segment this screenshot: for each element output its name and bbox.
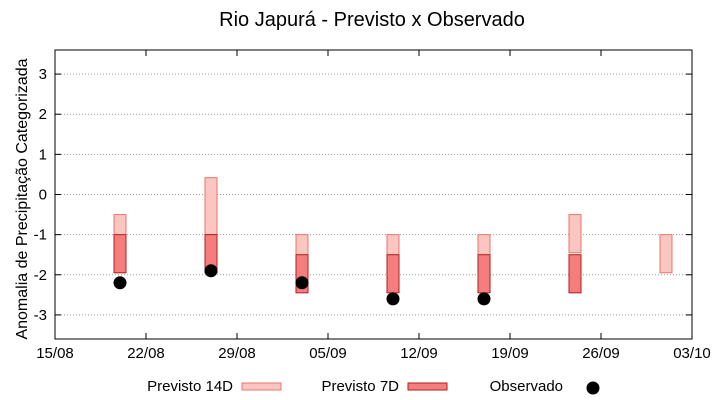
observed-point <box>477 292 491 306</box>
y-tick-label: -2 <box>34 267 47 284</box>
legend-swatch <box>241 382 282 391</box>
observed-point <box>113 276 127 290</box>
legend: Previsto 14D Previsto 7D Observado <box>147 378 600 395</box>
legend-label: Previsto 14D <box>147 378 233 395</box>
chart-title: Rio Japurá - Previsto x Observado <box>219 9 525 31</box>
points-layer <box>113 264 491 306</box>
x-tick-label: 22/08 <box>127 345 165 362</box>
y-tick-label: 0 <box>39 187 47 204</box>
legend-label: Observado <box>490 378 563 395</box>
observed-point <box>204 264 218 278</box>
bar-previsto-7d <box>568 254 582 294</box>
y-tick-label: 3 <box>39 66 47 83</box>
bar-previsto-14d <box>659 234 673 274</box>
x-tick-label: 12/09 <box>400 345 438 362</box>
bar-previsto-7d <box>113 234 127 274</box>
bar-previsto-14d <box>204 177 218 236</box>
bars-layer <box>113 177 673 294</box>
y-tick-label: 2 <box>39 106 47 123</box>
x-tick-label: 15/08 <box>36 345 74 362</box>
bar-previsto-7d <box>477 254 491 294</box>
y-axis-label: Anomalia de Precipitação Categorizada <box>14 58 31 339</box>
x-tick-label: 05/09 <box>309 345 347 362</box>
x-tick-label: 19/09 <box>491 345 529 362</box>
plot-frame <box>54 49 693 340</box>
x-tick-label: 26/09 <box>582 345 620 362</box>
y-tick-label: -1 <box>34 227 47 244</box>
x-tick-label: 29/08 <box>218 345 256 362</box>
axes-layer: 3 2 1 0 -1 -2 -3 15/08 22/08 29/08 05/09 12/09 19/09… <box>34 49 711 362</box>
y-tick-label: 1 <box>39 146 47 163</box>
legend-swatch <box>407 382 448 391</box>
legend-label: Previsto 7D <box>321 378 399 395</box>
legend-marker <box>586 381 600 395</box>
observed-point <box>386 292 400 306</box>
y-tick-label: -3 <box>34 307 47 324</box>
grid-lines <box>55 73 692 316</box>
bar-previsto-7d <box>386 254 400 294</box>
bar-previsto-14d <box>568 214 582 254</box>
observed-point <box>295 276 309 290</box>
x-tick-label: 03/10 <box>673 345 711 362</box>
